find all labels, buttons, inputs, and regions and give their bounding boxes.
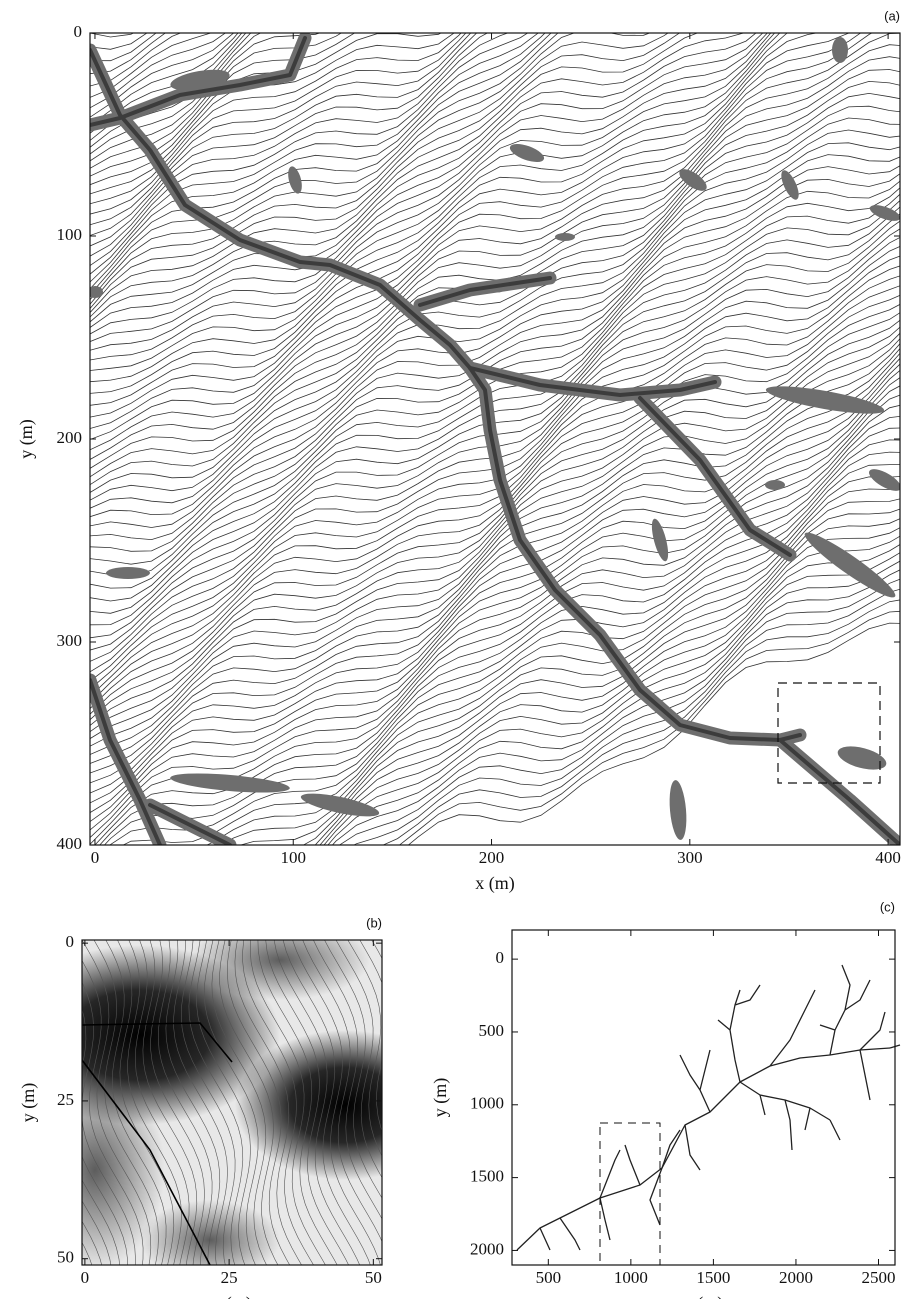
panel-label: (a) [884, 8, 900, 23]
x-axis-label: x (m) [475, 873, 515, 894]
x-tick-label: 500 [536, 1268, 562, 1287]
y-tick-label: 300 [57, 631, 83, 650]
y-tick-label: 50 [57, 1248, 74, 1267]
channel-network [517, 965, 900, 1265]
x-tick-label: 1000 [614, 1268, 648, 1287]
x-tick-label: 300 [677, 848, 703, 867]
x-tick-label: 400 [875, 848, 901, 867]
figure: 0 100 200 300 400 0 100 200 300 400 x (m) y (m) (a) 0… [0, 0, 902, 1299]
x-tick-label: 0 [91, 848, 100, 867]
y-tick-label: 1500 [470, 1167, 504, 1186]
x-axis-label: x (m) [684, 1293, 724, 1299]
y-tick-label: 0 [66, 932, 75, 951]
x-tick-label: 1500 [696, 1268, 730, 1287]
y-tick-label: 100 [57, 225, 83, 244]
y-axis-label: y (m) [18, 1083, 39, 1123]
panel-label: (c) [880, 899, 895, 914]
x-tick-label: 0 [81, 1268, 90, 1287]
y-tick-label: 200 [57, 428, 83, 447]
y-axis-label: y (m) [430, 1078, 451, 1118]
y-tick-label: 25 [57, 1090, 74, 1109]
x-tick-label: 200 [479, 848, 505, 867]
y-tick-label: 500 [479, 1021, 505, 1040]
y-axis-label: y (m) [16, 419, 37, 459]
x-tick-label: 100 [280, 848, 306, 867]
x-axis-label: x (m) [212, 1293, 252, 1299]
y-tick-label: 400 [57, 834, 83, 853]
x-tick-label: 25 [221, 1268, 238, 1287]
x-tick-label: 50 [365, 1268, 382, 1287]
panel-label: (b) [366, 915, 382, 930]
y-tick-label: 2000 [470, 1239, 504, 1258]
y-tick-label: 1000 [470, 1094, 504, 1113]
x-tick-label: 2000 [779, 1268, 813, 1287]
y-tick-label: 0 [496, 948, 505, 967]
x-tick-label: 2500 [861, 1268, 895, 1287]
y-tick-label: 0 [74, 22, 83, 41]
